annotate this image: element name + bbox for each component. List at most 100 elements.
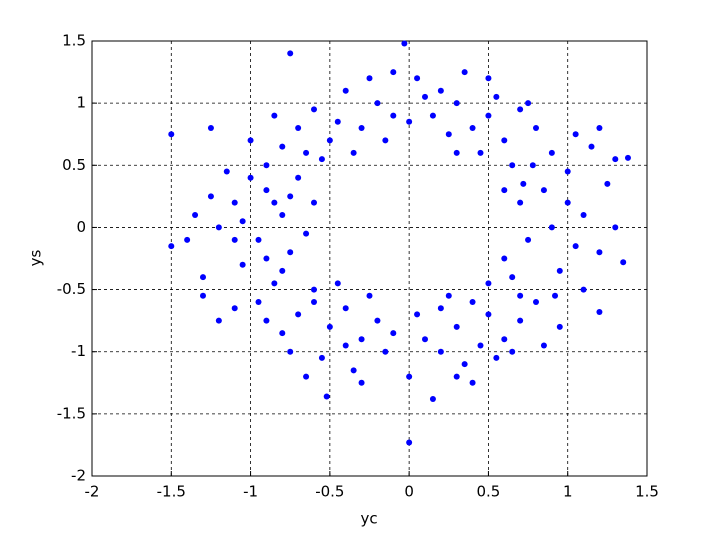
y-tick-label: 1 (76, 94, 86, 112)
point (350, 367, 357, 374)
point (279, 267, 286, 274)
point (596, 308, 603, 315)
x-axis-label: yc (360, 510, 377, 528)
point (437, 87, 444, 94)
point (501, 137, 508, 144)
point (263, 317, 270, 324)
y-tick-label: -0.5 (57, 280, 86, 298)
point (525, 236, 532, 243)
point (453, 373, 460, 380)
point (326, 137, 333, 144)
point (548, 224, 555, 231)
point (556, 323, 563, 330)
point (414, 75, 421, 82)
point (382, 137, 389, 144)
point (540, 187, 547, 194)
point (453, 323, 460, 330)
x-tick-label: -2 (85, 483, 100, 501)
point (255, 299, 262, 305)
point (303, 230, 310, 237)
point (342, 342, 349, 349)
point (520, 180, 527, 187)
point (517, 292, 524, 299)
x-tick-label: 1.5 (635, 483, 659, 501)
point (311, 286, 317, 293)
y-tick-label: -2 (71, 467, 86, 485)
x-tick-label: 1 (563, 483, 573, 501)
point (533, 299, 539, 305)
x-tick-label: 0 (404, 483, 414, 501)
point (287, 348, 294, 355)
point (184, 236, 191, 243)
point (509, 348, 516, 355)
point (517, 199, 524, 206)
point (200, 292, 206, 299)
point (493, 93, 500, 100)
point (564, 199, 571, 206)
point (596, 125, 603, 131)
point (334, 118, 341, 125)
point (255, 236, 262, 243)
point (477, 342, 484, 349)
y-tick-label: 1.5 (62, 32, 86, 50)
point (445, 292, 452, 299)
point (318, 354, 325, 361)
point (287, 249, 294, 256)
point (279, 212, 286, 218)
x-tick-label: -1 (243, 483, 258, 501)
point (311, 106, 317, 113)
point (572, 243, 579, 250)
y-tick-label: 0.5 (62, 156, 86, 174)
point (604, 180, 611, 187)
point (422, 336, 428, 343)
point (453, 100, 460, 107)
point (390, 330, 397, 337)
point (358, 379, 365, 386)
point (485, 311, 492, 318)
point (287, 50, 294, 57)
point (200, 274, 206, 281)
point (263, 187, 270, 194)
point (231, 305, 238, 312)
point (422, 93, 428, 100)
point (279, 143, 286, 150)
point (525, 100, 532, 107)
point (406, 439, 413, 446)
point (374, 100, 381, 107)
x-tick-label: -1.5 (157, 483, 186, 501)
point (295, 125, 302, 131)
point (390, 112, 397, 119)
point (406, 373, 413, 380)
point (382, 348, 389, 355)
x-tick-label: -0.5 (315, 483, 344, 501)
point (231, 236, 238, 243)
point (509, 274, 516, 281)
point (223, 168, 230, 175)
point (552, 292, 559, 299)
point (247, 137, 254, 144)
x-tick-label: 0.5 (476, 483, 500, 501)
point (406, 118, 413, 125)
point (485, 112, 492, 119)
point (231, 199, 238, 206)
point (624, 154, 631, 161)
point (311, 199, 317, 206)
point (247, 174, 254, 181)
point (533, 125, 539, 131)
point (390, 69, 397, 76)
point (215, 317, 222, 324)
point (453, 149, 460, 156)
y-axis-label: ys (27, 249, 45, 266)
point (207, 125, 214, 131)
point (469, 379, 476, 386)
point (620, 259, 627, 266)
point (239, 218, 246, 225)
point (469, 125, 476, 131)
point (311, 299, 317, 305)
point (318, 156, 325, 163)
point (168, 131, 175, 138)
point (239, 261, 246, 268)
point (445, 131, 452, 138)
point (437, 305, 444, 312)
